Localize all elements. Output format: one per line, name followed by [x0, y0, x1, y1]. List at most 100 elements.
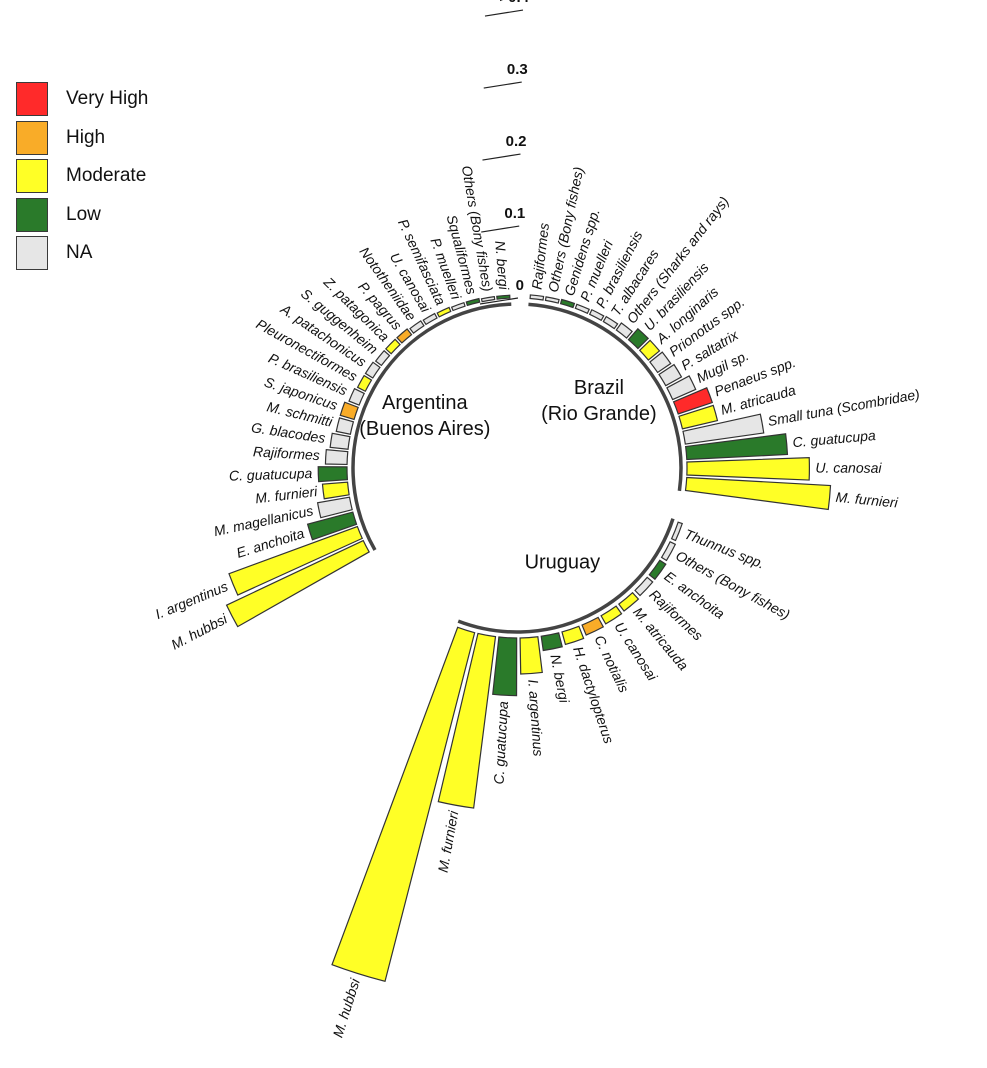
uruguay-bar-rajiformes: [634, 576, 654, 597]
brazil-group-name-1: Brazil: [574, 377, 624, 399]
scale-tick-label-0: 0: [516, 277, 524, 294]
argentina-bar-u-canosai: [422, 312, 438, 326]
argentina-bar-squaliformes: [465, 297, 481, 307]
argentina-bar-nototheniidae: [409, 320, 425, 334]
brazil-bar-genidens-spp: [559, 298, 576, 309]
argentina-group-name-1: Argentina: [382, 392, 468, 414]
argentina-bar-p-brasiliensis: [348, 387, 366, 406]
brazil-bar-mugil-sp: [666, 375, 697, 401]
argentina-bar-m-schmitti: [335, 417, 355, 435]
uruguay-label-i-argentinus: I. argentinus: [525, 679, 546, 757]
argentina-bar-p-muelleri: [450, 301, 466, 312]
brazil-bar-rajiformes: [529, 294, 545, 301]
uruguay-bar-e-anchoita: [648, 559, 667, 581]
argentina-bar-m-magellanicus: [316, 496, 353, 519]
scale-tick-line-3: [483, 81, 522, 89]
brazil-group-arc: [528, 302, 683, 492]
scale-tick-label-1: 0.1: [504, 205, 525, 222]
brazil-bar-p-saltatrix: [658, 363, 683, 387]
argentina-bar-pleuronectiformes: [356, 374, 373, 393]
brazil-group-name-2: (Rio Grande): [541, 403, 657, 425]
scale-tick-label-4: >0.4: [499, 0, 529, 6]
legend-label-na: NA: [66, 242, 93, 264]
legend: Very High High Moderate Low NA: [16, 80, 148, 273]
brazil-bar-a-longinaris: [638, 339, 661, 361]
uruguay-label-m-furnieri: M. furnieri: [435, 809, 462, 874]
brazil-label-rajiformes: Rajiformes: [528, 222, 552, 290]
legend-item-high: High: [16, 119, 148, 158]
argentina-bar-n-bergi: [496, 294, 511, 300]
uruguay-label-c-guatucupa: C. guatucupa: [490, 701, 511, 785]
uruguay-label-n-bergi: N. bergi: [547, 653, 572, 705]
argentina-bar-m-hubbsi: [225, 539, 370, 628]
uruguay-bar-h-dactylopterus: [561, 625, 585, 646]
scale-tick-line-4: [484, 9, 524, 17]
argentina-bar-others-bony-fishes: [480, 295, 496, 303]
argentina-bar-p-pagrus: [396, 328, 413, 344]
brazil-bar-others-sharks-and-rays: [615, 322, 634, 339]
argentina-label-c-guatucupa: C. guatucupa: [229, 465, 313, 484]
brazil-bar-m-atricauda: [678, 404, 719, 430]
argentina-bar-p-semifasciata: [436, 306, 452, 318]
uruguay-group-name-1: Uruguay: [525, 551, 601, 573]
legend-swatch-very-high: [16, 82, 48, 117]
argentina-bar-c-guatucupa: [317, 466, 349, 483]
uruguay-bar-c-guatucupa: [492, 636, 518, 697]
argentina-bar-rajiformes: [324, 448, 349, 466]
uruguay-bar-u-canosai: [600, 605, 623, 625]
brazil-bar-small-tuna-scombridae: [682, 413, 765, 445]
brazil-bar-u-brasiliensis: [627, 327, 650, 350]
brazil-label-c-guatucupa: C. guatucupa: [792, 427, 877, 450]
brazil-bar-t-albacares: [602, 315, 619, 330]
brazil-bar-penaeus-spp: [672, 387, 714, 415]
uruguay-bar-n-bergi: [540, 632, 563, 652]
brazil-label-m-furnieri: M. furnieri: [835, 489, 899, 511]
legend-label-high: High: [66, 126, 106, 148]
legend-swatch-low: [16, 197, 48, 232]
argentina-bar-a-patachonicus: [364, 361, 381, 379]
scale-tick-line-0: [479, 297, 519, 305]
argentina-bar-s-japonicus: [339, 401, 359, 421]
brazil-bar-u-canosai: [686, 457, 810, 481]
legend-label-very-high: Very High: [66, 88, 149, 110]
argentina-group-arc: [351, 302, 512, 551]
brazil-bar-others-bony-fishes: [544, 296, 560, 304]
uruguay-bar-m-hubbsi: [331, 626, 476, 983]
scale-tick-line-1: [481, 225, 520, 233]
argentina-label-m-hubbsi: M. hubbsi: [168, 610, 230, 653]
argentina-label-m-furnieri: M. furnieri: [254, 483, 319, 506]
brazil-bar-p-brasiliensis: [588, 308, 605, 322]
uruguay-bar-thunnus-spp: [670, 521, 684, 542]
scale-tick-line-2: [482, 153, 521, 161]
brazil-bar-p-muelleri: [574, 303, 591, 315]
uruguay-bar-i-argentinus: [519, 636, 543, 675]
argentina-bar-e-anchoita: [306, 511, 358, 541]
argentina-bar-i-argentinus: [228, 525, 364, 596]
argentina-group-name-2: (Buenos Aires): [359, 418, 490, 440]
argentina-bar-g-blacodes: [329, 432, 351, 450]
argentina-bar-m-furnieri: [321, 481, 350, 500]
uruguay-bar-c-notialis: [581, 616, 605, 636]
uruguay-bar-m-atricauda: [618, 591, 640, 612]
legend-swatch-high: [16, 120, 48, 155]
legend-item-low: Low: [16, 196, 148, 235]
legend-item-na: NA: [16, 234, 148, 273]
legend-swatch-na: [16, 236, 48, 271]
legend-swatch-moderate: [16, 159, 48, 194]
argentina-label-n-bergi: N. bergi: [492, 240, 512, 291]
uruguay-label-m-hubbsi: M. hubbsi: [329, 976, 363, 1040]
argentina-label-rajiformes: Rajiformes: [253, 443, 321, 463]
scale-tick-label-2: 0.2: [506, 133, 527, 150]
legend-label-low: Low: [66, 203, 101, 225]
brazil-bar-m-furnieri: [684, 476, 832, 511]
uruguay-bar-m-furnieri: [437, 632, 497, 809]
brazil-bar-prionotus-spp: [649, 351, 672, 374]
legend-item-very-high: Very High: [16, 80, 148, 119]
argentina-bar-s-guggenheim: [374, 349, 391, 367]
scale-tick-label-3: 0.3: [507, 61, 528, 78]
uruguay-group-arc: [457, 518, 675, 634]
uruguay-bar-others-bony-fishes: [660, 540, 677, 562]
argentina-bar-z-patagonica: [384, 338, 401, 355]
